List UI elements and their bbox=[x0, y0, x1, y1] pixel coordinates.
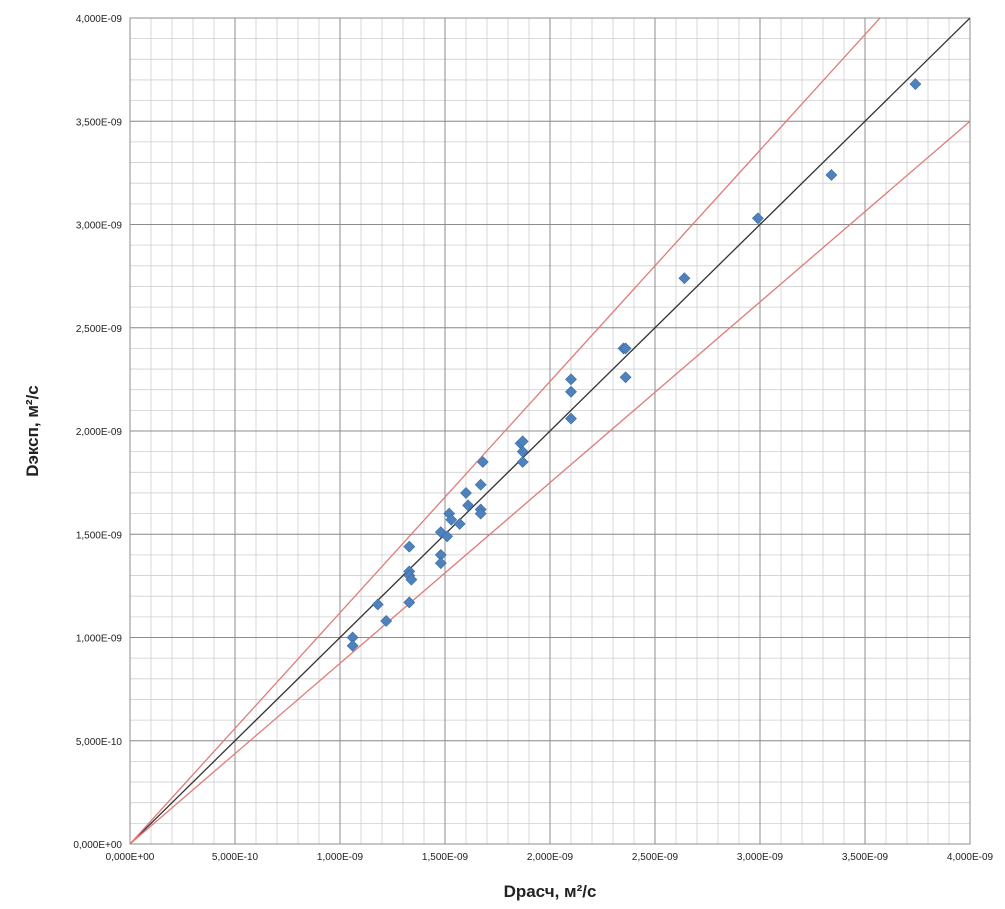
x-tick-label: 1,000E-09 bbox=[317, 852, 364, 863]
data-point bbox=[476, 456, 489, 468]
y-tick-label: 1,000E-09 bbox=[76, 634, 123, 645]
y-axis-tick-labels: 0,000E+00 5,000E-10 1,000E-09 1,500E-09 2,00… bbox=[73, 14, 122, 851]
data-point bbox=[453, 518, 466, 530]
data-point bbox=[516, 456, 529, 468]
data-point bbox=[445, 513, 458, 526]
x-tick-label: 1,500E-09 bbox=[422, 852, 469, 863]
data-point bbox=[474, 478, 487, 491]
data-point bbox=[565, 385, 577, 398]
data-point bbox=[403, 540, 416, 553]
data-point bbox=[678, 272, 691, 285]
x-tick-label: 0,000E+00 bbox=[106, 852, 155, 863]
y-tick-label: 3,500E-09 bbox=[76, 117, 123, 128]
x-axis-tick-labels: 0,000E+00 5,000E-10 1,000E-09 1,500E-09 2,00… bbox=[106, 852, 994, 863]
data-point bbox=[909, 78, 922, 91]
data-point bbox=[441, 530, 454, 543]
x-tick-label: 2,000E-09 bbox=[527, 852, 574, 863]
x-axis-title: Dрасч, м²/с bbox=[504, 882, 597, 901]
reference-lines bbox=[130, 18, 970, 844]
data-point bbox=[619, 371, 632, 384]
data-point bbox=[403, 596, 416, 609]
y-tick-label: 5,000E-10 bbox=[76, 737, 123, 748]
y-tick-label: 4,000E-09 bbox=[76, 14, 123, 25]
upper-bound-line bbox=[130, 18, 881, 844]
data-point bbox=[565, 373, 577, 386]
data-point bbox=[751, 212, 764, 225]
y-tick-label: 3,000E-09 bbox=[76, 221, 123, 232]
y-tick-label: 2,500E-09 bbox=[76, 324, 123, 335]
y-tick-label: 0,000E+00 bbox=[73, 840, 122, 851]
data-point bbox=[619, 342, 632, 355]
identity-line bbox=[130, 18, 970, 844]
x-tick-label: 3,000E-09 bbox=[737, 852, 784, 863]
data-point bbox=[474, 507, 487, 520]
lower-bound-line bbox=[130, 120, 970, 844]
data-point bbox=[460, 487, 472, 499]
x-tick-label: 4,000E-09 bbox=[947, 852, 994, 863]
data-point bbox=[434, 557, 447, 570]
data-points bbox=[346, 78, 922, 652]
data-point bbox=[371, 598, 384, 611]
data-point bbox=[405, 573, 418, 586]
y-tick-label: 2,000E-09 bbox=[76, 427, 123, 438]
data-point bbox=[462, 499, 475, 512]
data-point bbox=[565, 412, 577, 425]
data-point bbox=[380, 615, 393, 627]
data-point bbox=[825, 169, 838, 181]
x-tick-label: 3,500E-09 bbox=[842, 852, 889, 863]
data-point bbox=[346, 639, 359, 652]
major-gridlines bbox=[129, 17, 971, 845]
x-tick-label: 5,000E-10 bbox=[212, 852, 259, 863]
x-tick-label: 2,500E-09 bbox=[632, 852, 679, 863]
y-tick-label: 1,500E-09 bbox=[76, 530, 123, 541]
y-axis-title: Dэксп, м²/с bbox=[23, 385, 42, 477]
